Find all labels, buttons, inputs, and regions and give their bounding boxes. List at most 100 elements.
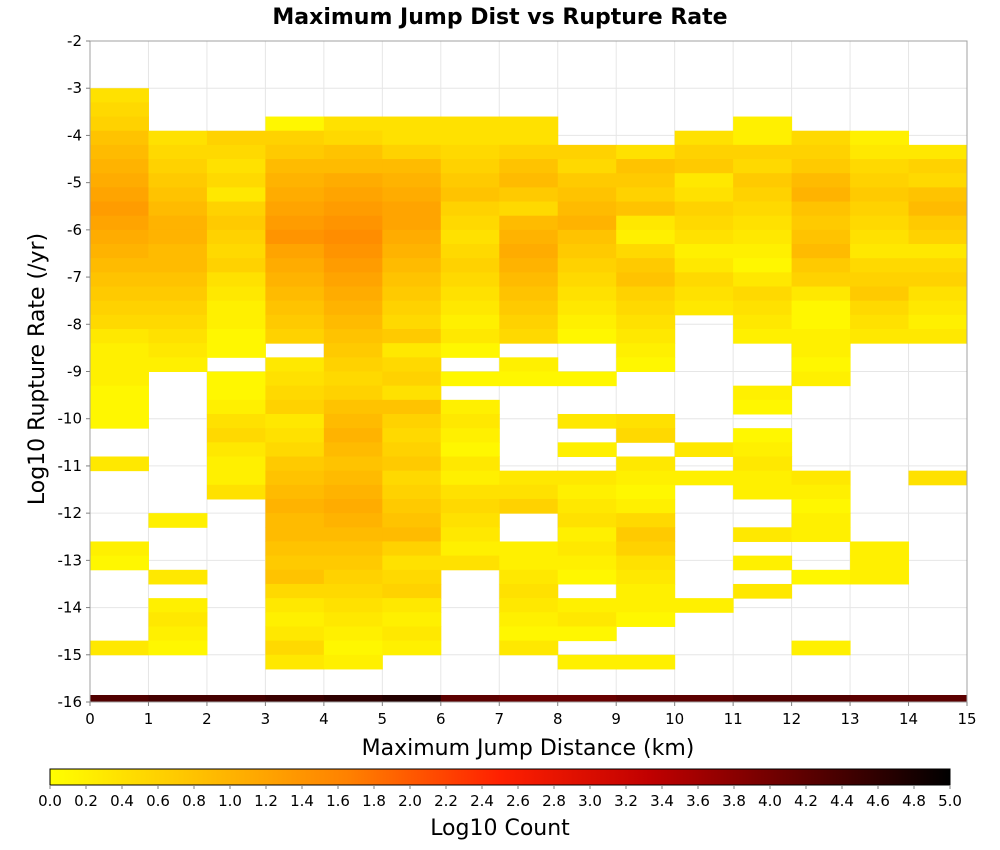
- heatmap-cell: [791, 470, 851, 486]
- heatmap-cell: [499, 357, 559, 372]
- heatmap-cell: [616, 286, 676, 302]
- heatmap-cell: [265, 555, 325, 571]
- heatmap-cell: [557, 272, 617, 288]
- heatmap-cell: [616, 357, 676, 372]
- heatmap-cell: [616, 541, 676, 557]
- heatmap-cell: [616, 201, 676, 217]
- heatmap-cell: [148, 229, 208, 245]
- heatmap-cell: [791, 484, 851, 500]
- heatmap-cell: [557, 442, 617, 457]
- heatmap-cell: [323, 144, 383, 160]
- heatmap-cell: [265, 541, 325, 557]
- heatmap-cell: [265, 428, 325, 443]
- heatmap-cell: [323, 215, 383, 231]
- heatmap-cell: [148, 272, 208, 288]
- heatmap-cell: [265, 385, 325, 401]
- colorbar-tick-label: 3.2: [614, 792, 638, 810]
- heatmap-cell: [90, 159, 149, 174]
- y-tick-label: -14: [58, 599, 83, 617]
- heatmap-cell: [323, 357, 383, 372]
- heatmap-cell: [674, 470, 734, 486]
- heatmap-cell: [557, 470, 617, 486]
- heatmap-cell: [499, 187, 559, 203]
- heatmap-cell: [557, 598, 617, 613]
- heatmap-cell: [206, 385, 266, 401]
- heatmap-cell: [148, 300, 208, 316]
- heatmap-cell: [265, 144, 325, 160]
- heatmap-cell: [499, 555, 559, 571]
- heatmap-cell: [440, 513, 500, 528]
- y-tick-label: -16: [58, 693, 83, 711]
- heatmap-cell: [90, 102, 149, 118]
- heatmap-cell: [90, 555, 149, 571]
- heatmap-cell: [733, 456, 793, 472]
- y-tick-label: -2: [67, 32, 82, 50]
- heatmap-cell: [908, 173, 968, 188]
- y-tick-label: -10: [58, 410, 83, 428]
- chart-title: Maximum Jump Dist vs Rupture Rate: [272, 5, 727, 30]
- colorbar-tick-label: 1.4: [290, 792, 314, 810]
- heatmap-cell: [440, 442, 500, 457]
- heatmap-cell: [733, 527, 793, 542]
- heatmap-cell: [323, 272, 383, 288]
- heatmap-cell: [440, 343, 500, 358]
- heatmap-cell: [382, 343, 442, 358]
- heatmap-cell: [499, 130, 559, 146]
- heatmap-cell: [557, 314, 617, 330]
- heatmap-cell: [791, 569, 851, 585]
- heatmap-cell: [733, 428, 793, 443]
- heatmap-cell: [440, 555, 500, 571]
- heatmap-cell: [908, 229, 968, 245]
- x-tick-label: 5: [378, 710, 388, 728]
- heatmap-cell: [265, 300, 325, 316]
- heatmap-cell: [791, 130, 851, 146]
- heatmap-cell: [148, 187, 208, 203]
- heatmap-cell: [791, 498, 851, 514]
- heatmap-cell: [791, 371, 851, 387]
- heatmap-cell: [733, 286, 793, 302]
- heatmap-cell: [791, 201, 851, 217]
- heatmap-cell: [382, 399, 442, 415]
- colorbar-tick-label: 2.0: [398, 792, 422, 810]
- heatmap-cell: [382, 385, 442, 401]
- heatmap-cell: [323, 555, 383, 571]
- heatmap-cell: [557, 173, 617, 188]
- heatmap-cell: [148, 513, 208, 528]
- heatmap-cell: [791, 258, 851, 273]
- heatmap-cell: [440, 329, 500, 344]
- x-axis-label: Maximum Jump Distance (km): [362, 736, 695, 761]
- heatmap-cell: [265, 244, 325, 259]
- heatmap-cell: [323, 329, 383, 344]
- heatmap-cell: [382, 413, 442, 429]
- colorbar-tick-label: 0.8: [182, 792, 206, 810]
- heatmap-cell: [674, 159, 734, 174]
- heatmap-cell: [850, 187, 910, 203]
- heatmap-cell: [791, 215, 851, 231]
- y-tick-label: -13: [58, 551, 83, 569]
- heatmap-cell: [323, 258, 383, 273]
- heatmap-cell: [908, 470, 968, 486]
- heatmap-cell: [850, 258, 910, 273]
- colorbar-tick-label: 0.0: [38, 792, 62, 810]
- heatmap-cell: [382, 173, 442, 188]
- heatmap-cell: [323, 626, 383, 642]
- heatmap-cell: [616, 215, 676, 231]
- heatmap-cell: [791, 229, 851, 245]
- colorbar-tick-label: 1.0: [218, 792, 242, 810]
- heatmap-cell: [323, 541, 383, 557]
- heatmap-cell: [265, 371, 325, 387]
- heatmap-cell: [908, 314, 968, 330]
- heatmap-cell: [90, 173, 149, 188]
- heatmap-cell: [323, 484, 383, 500]
- heatmap-cell: [616, 173, 676, 188]
- heatmap-cell: [265, 484, 325, 500]
- heatmap-cell: [791, 272, 851, 288]
- heatmap-cell: [616, 428, 676, 443]
- heatmap-cell: [674, 272, 734, 288]
- heatmap-cell: [850, 215, 910, 231]
- x-axis-ticks: 0 1 2 3 4 5 6 7 8 9 10 11 12 13 14 15: [85, 702, 977, 728]
- heatmap-cell: [206, 371, 266, 387]
- heatmap-cell: [265, 513, 325, 528]
- heatmap-cell: [850, 569, 910, 585]
- heatmap-cell: [791, 173, 851, 188]
